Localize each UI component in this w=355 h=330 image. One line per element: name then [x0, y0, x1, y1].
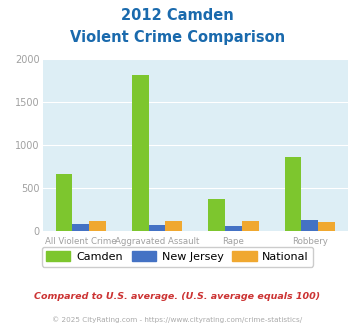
- Bar: [149, 225, 165, 231]
- Bar: [225, 226, 242, 231]
- Bar: [301, 220, 318, 231]
- Bar: [132, 75, 149, 231]
- Text: Violent Crime Comparison: Violent Crime Comparison: [70, 30, 285, 45]
- Bar: [285, 157, 301, 231]
- Bar: [242, 221, 258, 231]
- Bar: [89, 221, 106, 231]
- Text: © 2025 CityRating.com - https://www.cityrating.com/crime-statistics/: © 2025 CityRating.com - https://www.city…: [53, 317, 302, 323]
- Bar: [318, 221, 335, 231]
- Legend: Camden, New Jersey, National: Camden, New Jersey, National: [42, 247, 313, 267]
- Bar: [72, 224, 89, 231]
- Text: Compared to U.S. average. (U.S. average equals 100): Compared to U.S. average. (U.S. average …: [34, 292, 321, 301]
- Bar: [56, 174, 72, 231]
- Bar: [165, 221, 182, 231]
- Bar: [208, 199, 225, 231]
- Text: 2012 Camden: 2012 Camden: [121, 8, 234, 23]
